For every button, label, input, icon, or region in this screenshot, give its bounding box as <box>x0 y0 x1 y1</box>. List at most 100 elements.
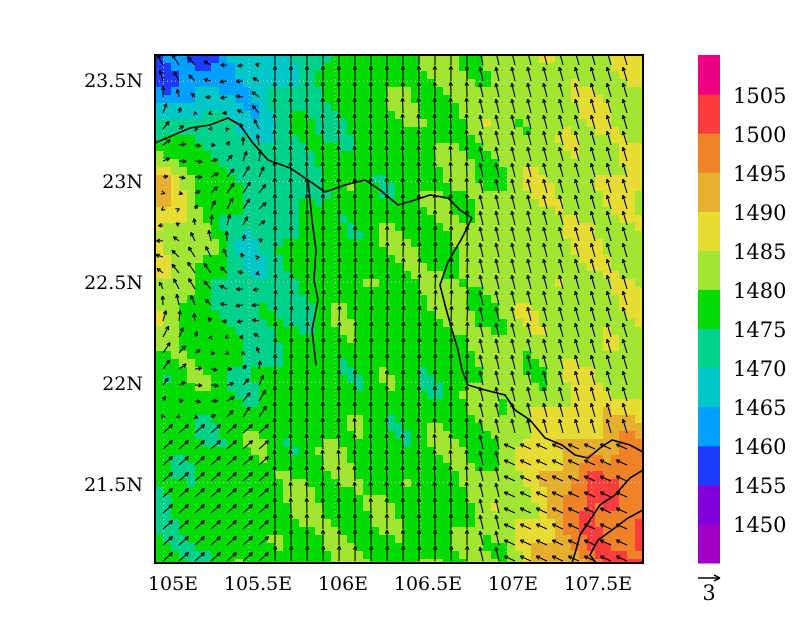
field-cell <box>371 327 380 336</box>
field-cell <box>491 311 500 320</box>
field-cell <box>187 287 196 296</box>
wind-vector <box>210 215 213 226</box>
wind-vector <box>433 113 436 130</box>
field-cell <box>507 87 516 96</box>
field-cell <box>299 151 308 160</box>
field-cell <box>299 375 308 384</box>
field-cell <box>251 391 260 400</box>
field-cell <box>315 543 324 552</box>
wind-vector <box>449 113 452 130</box>
field-cell <box>251 487 260 496</box>
field-cell <box>443 263 452 272</box>
field-cell <box>459 55 468 64</box>
field-cell <box>195 503 204 512</box>
field-cell <box>403 279 412 288</box>
wind-vector <box>479 147 484 162</box>
field-cell <box>171 143 180 152</box>
field-cell <box>243 111 252 120</box>
wind-vector <box>322 289 325 306</box>
wind-vector-head <box>448 177 453 182</box>
field-cell <box>515 479 524 488</box>
wind-vector-head <box>605 146 611 152</box>
wind-vector-head <box>416 209 422 214</box>
wind-vector <box>226 168 235 178</box>
field-cell <box>275 439 284 448</box>
field-cell <box>395 415 404 424</box>
wind-vector-head <box>400 161 405 166</box>
field-cell <box>171 495 180 504</box>
field-cell <box>347 199 356 208</box>
field-cell <box>363 263 372 272</box>
field-cell <box>411 471 420 480</box>
field-cell <box>347 367 356 376</box>
wind-vector <box>622 147 628 162</box>
field-cell <box>299 111 308 120</box>
field-cell <box>451 175 460 184</box>
field-cell <box>339 191 348 200</box>
field-cell <box>363 55 372 64</box>
field-cell <box>363 343 372 352</box>
field-cell <box>627 407 636 416</box>
field-cell <box>627 471 636 480</box>
field-cell <box>595 543 604 552</box>
field-cell <box>203 271 212 280</box>
field-cell <box>603 447 612 456</box>
field-cell <box>515 335 524 344</box>
wind-vector <box>574 275 580 290</box>
field-cell <box>195 207 204 216</box>
field-cell <box>499 183 508 192</box>
wind-vector-head <box>181 175 186 180</box>
field-cell <box>347 431 356 440</box>
field-cell <box>339 351 348 360</box>
field-cell <box>355 303 364 312</box>
field-cell <box>219 511 228 520</box>
field-cell <box>315 447 324 456</box>
field-cell <box>459 383 468 392</box>
field-cell <box>539 503 548 512</box>
field-cell <box>443 191 452 200</box>
field-cell <box>515 391 524 400</box>
field-cell <box>267 295 276 304</box>
field-cell <box>355 519 364 528</box>
field-cell <box>259 231 268 240</box>
field-cell <box>251 239 260 248</box>
field-cell <box>371 383 380 392</box>
wind-vector <box>465 129 468 146</box>
field-cell <box>371 287 380 296</box>
field-cell <box>427 95 436 104</box>
field-cell <box>531 359 540 368</box>
field-cell <box>219 271 228 280</box>
field-cell <box>579 495 588 504</box>
field-cell <box>355 215 364 224</box>
field-cell <box>547 527 556 536</box>
field-cell <box>491 375 500 384</box>
field-cell <box>251 311 260 320</box>
field-cell <box>627 167 636 176</box>
wind-vector-head <box>605 66 611 72</box>
field-cell <box>411 111 420 120</box>
field-cell <box>539 551 548 560</box>
field-cell <box>387 55 396 64</box>
field-cell <box>571 359 580 368</box>
field-cell <box>523 151 532 160</box>
field-cell <box>531 247 540 256</box>
field-cell <box>243 495 252 504</box>
field-cell <box>339 231 348 240</box>
field-cell <box>227 415 236 424</box>
wind-vector <box>466 289 469 306</box>
field-cell <box>595 295 604 304</box>
wind-vector <box>590 67 596 82</box>
field-cell <box>179 103 188 112</box>
field-cell <box>435 167 444 176</box>
field-cell <box>379 479 388 488</box>
wind-vector-head <box>192 218 197 223</box>
field-cell <box>163 535 172 544</box>
field-cell <box>635 559 643 563</box>
field-cell <box>467 359 476 368</box>
field-cell <box>163 271 172 280</box>
field-cell <box>435 295 444 304</box>
field-cell <box>347 375 356 384</box>
field-cell <box>627 231 636 240</box>
field-cell <box>483 71 492 80</box>
field-cell <box>435 479 444 488</box>
